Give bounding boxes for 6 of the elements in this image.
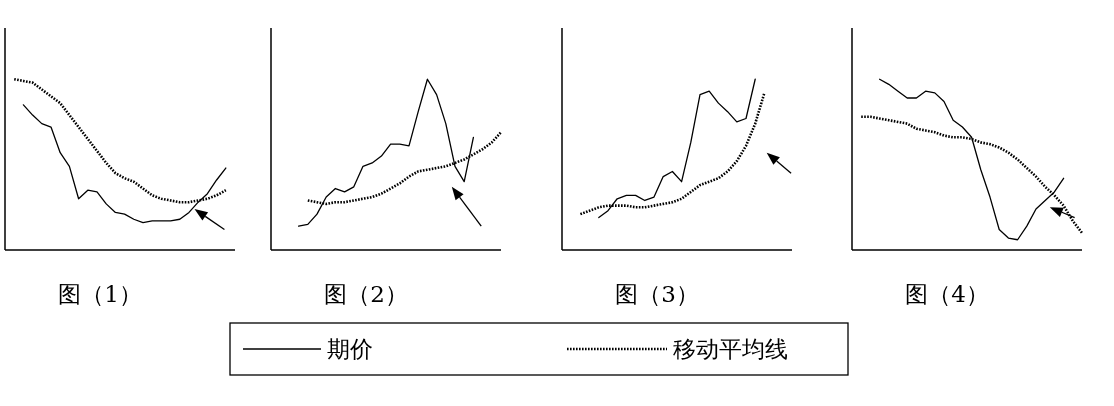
- legend-label: 移动平均线: [673, 336, 788, 362]
- legend-label: 期价: [327, 336, 373, 362]
- text: 图（3）: [615, 281, 699, 307]
- text: 图（4）: [905, 281, 989, 307]
- text: 图（2）: [324, 281, 408, 307]
- text: 图（1）: [58, 281, 142, 307]
